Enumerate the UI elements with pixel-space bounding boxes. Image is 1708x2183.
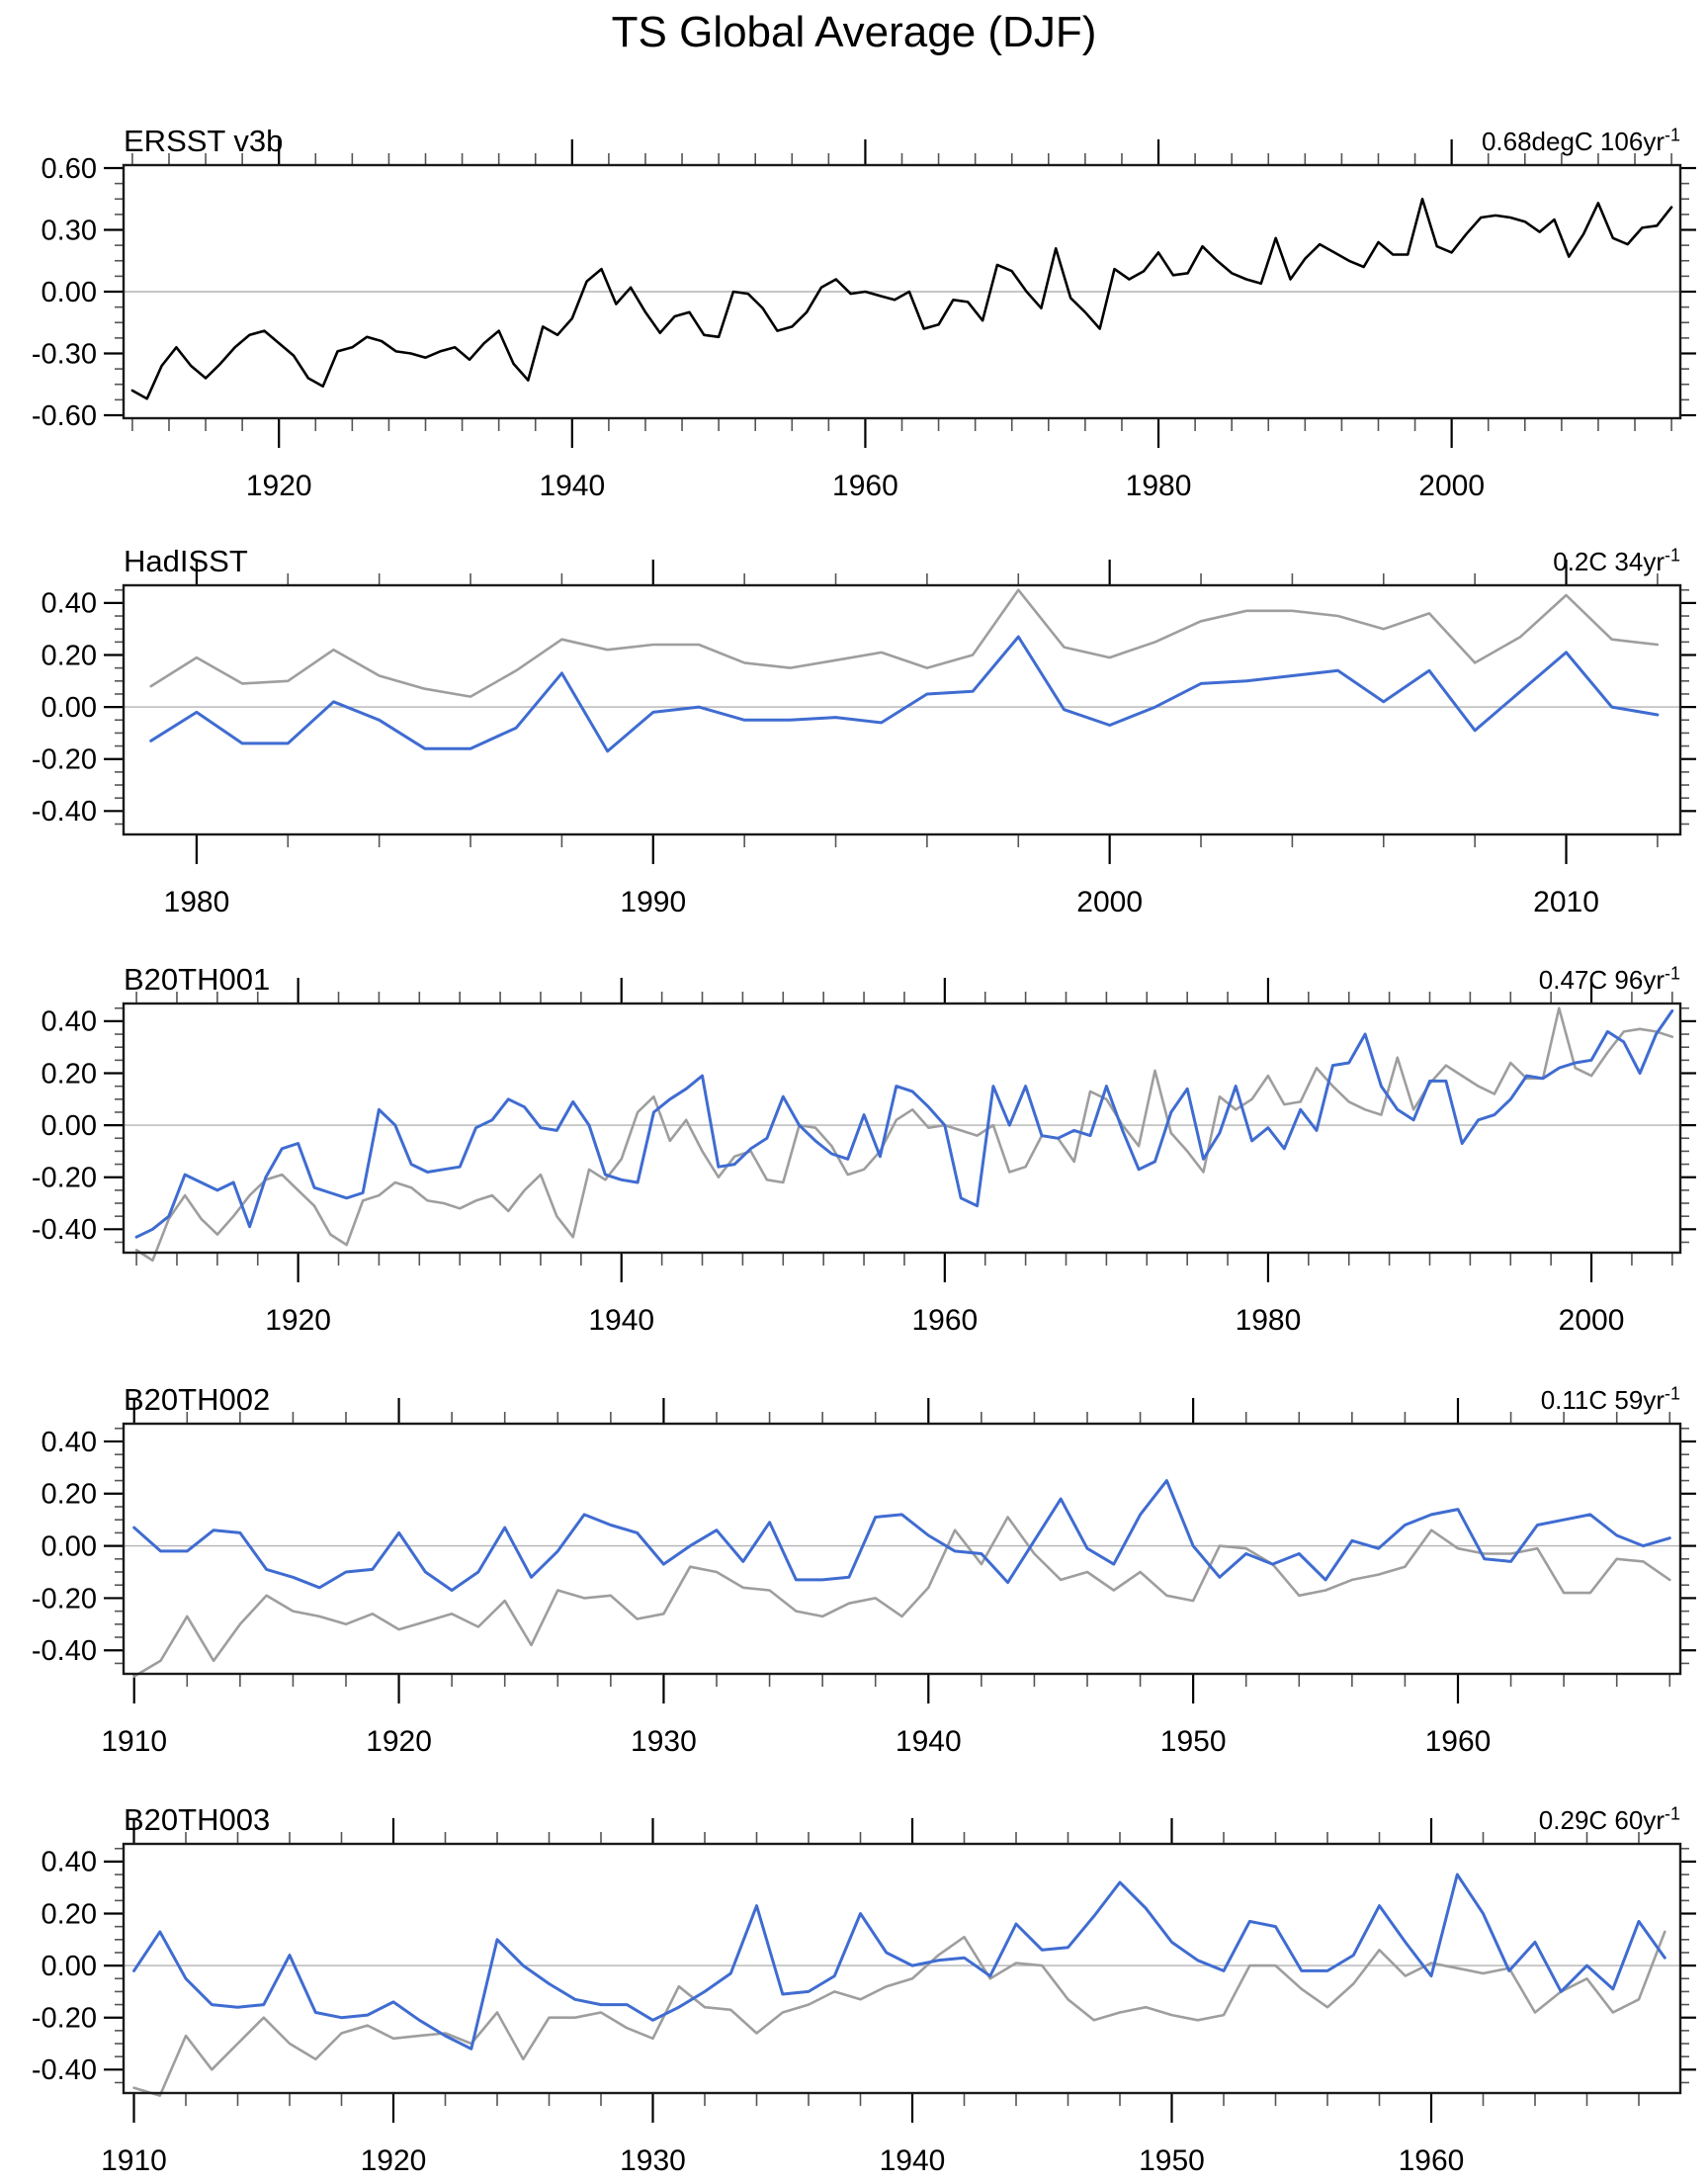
panel-header-hadisst: HadISST 0.2C 34yr-1	[124, 534, 1680, 579]
trend-exponent: -1	[1664, 1803, 1680, 1824]
panel-title-ersst: ERSST v3b	[124, 124, 284, 158]
svg-text:2000: 2000	[1559, 1304, 1625, 1337]
panel-title-b20th001: B20TH001	[124, 962, 271, 997]
svg-text:1910: 1910	[101, 2144, 167, 2177]
svg-text:0.40: 0.40	[42, 1427, 97, 1458]
svg-text:1910: 1910	[101, 1725, 167, 1758]
svg-text:1920: 1920	[366, 1725, 432, 1758]
panel-header-b20th001: B20TH001 0.47C 96yr-1	[124, 952, 1680, 998]
svg-text:-0.20: -0.20	[32, 2003, 97, 2035]
svg-text:1940: 1940	[896, 1725, 962, 1758]
svg-text:1920: 1920	[265, 1304, 331, 1337]
svg-text:-0.40: -0.40	[32, 796, 97, 828]
svg-text:2000: 2000	[1418, 470, 1485, 502]
trend-value: 0.29C 60yr	[1538, 1805, 1665, 1835]
svg-text:-0.30: -0.30	[32, 338, 97, 370]
svg-text:0.40: 0.40	[42, 1847, 97, 1878]
svg-text:1980: 1980	[1126, 470, 1192, 502]
svg-text:0.20: 0.20	[42, 1898, 97, 1930]
svg-text:-0.20: -0.20	[32, 1163, 97, 1194]
svg-text:1990: 1990	[620, 886, 686, 918]
svg-text:0.00: 0.00	[42, 692, 97, 724]
trend-exponent: -1	[1664, 125, 1680, 145]
svg-text:2010: 2010	[1533, 886, 1599, 918]
svg-text:0.30: 0.30	[42, 215, 97, 246]
svg-text:1960: 1960	[1399, 2144, 1465, 2177]
trend-annotation-hadisst: 0.2C 34yr-1	[1553, 545, 1680, 577]
svg-text:-0.60: -0.60	[32, 400, 97, 432]
trend-exponent: -1	[1664, 545, 1680, 566]
svg-text:1940: 1940	[880, 2144, 946, 2177]
svg-text:1960: 1960	[911, 1304, 978, 1337]
svg-text:0.20: 0.20	[42, 1479, 97, 1511]
panel-title-hadisst: HadISST	[124, 544, 248, 578]
svg-text:0.40: 0.40	[42, 588, 97, 620]
trend-annotation-ersst: 0.68degC 106yr-1	[1481, 125, 1680, 157]
svg-text:1980: 1980	[164, 886, 230, 918]
svg-text:0.60: 0.60	[42, 153, 97, 185]
trend-value: 0.2C 34yr	[1553, 547, 1665, 576]
trend-annotation-b20th003: 0.29C 60yr-1	[1538, 1803, 1680, 1836]
svg-text:1980: 1980	[1236, 1304, 1302, 1337]
svg-text:1940: 1940	[588, 1304, 654, 1337]
svg-text:1930: 1930	[631, 1725, 697, 1758]
svg-text:1940: 1940	[539, 470, 605, 502]
svg-text:0.00: 0.00	[42, 1530, 97, 1562]
svg-text:-0.40: -0.40	[32, 1635, 97, 1667]
svg-text:0.40: 0.40	[42, 1006, 97, 1038]
svg-text:0.20: 0.20	[42, 640, 97, 671]
panel-header-b20th003: B20TH003 0.29C 60yr-1	[124, 1792, 1680, 1838]
svg-text:-0.40: -0.40	[32, 2054, 97, 2086]
svg-text:0.00: 0.00	[42, 1951, 97, 1982]
trend-value: 0.68degC 106yr	[1481, 127, 1665, 156]
svg-text:1920: 1920	[246, 470, 312, 502]
panel-title-b20th002: B20TH002	[124, 1382, 271, 1417]
svg-text:-0.20: -0.20	[32, 1583, 97, 1615]
figure-title: TS Global Average (DJF)	[611, 8, 1097, 56]
trend-value: 0.47C 96yr	[1538, 965, 1665, 995]
svg-text:1960: 1960	[1425, 1725, 1492, 1758]
svg-text:0.00: 0.00	[42, 277, 97, 308]
svg-text:1950: 1950	[1160, 1725, 1227, 1758]
svg-text:0.20: 0.20	[42, 1058, 97, 1090]
trend-annotation-b20th002: 0.11C 59yr-1	[1540, 1383, 1680, 1416]
panel-title-b20th003: B20TH003	[124, 1802, 271, 1837]
svg-text:1920: 1920	[361, 2144, 427, 2177]
panel-header-ersst: ERSST v3b 0.68degC 106yr-1	[124, 114, 1680, 159]
svg-text:1950: 1950	[1139, 2144, 1205, 2177]
trend-exponent: -1	[1664, 963, 1680, 984]
panel-header-b20th002: B20TH002 0.11C 59yr-1	[124, 1372, 1680, 1418]
svg-text:1960: 1960	[832, 470, 898, 502]
trend-exponent: -1	[1664, 1383, 1680, 1404]
svg-text:0.00: 0.00	[42, 1110, 97, 1142]
svg-text:-0.20: -0.20	[32, 744, 97, 776]
svg-text:1930: 1930	[620, 2144, 686, 2177]
svg-text:-0.40: -0.40	[32, 1214, 97, 1246]
svg-text:2000: 2000	[1076, 886, 1143, 918]
trend-annotation-b20th001: 0.47C 96yr-1	[1538, 963, 1680, 996]
trend-value: 0.11C 59yr	[1540, 1385, 1665, 1415]
